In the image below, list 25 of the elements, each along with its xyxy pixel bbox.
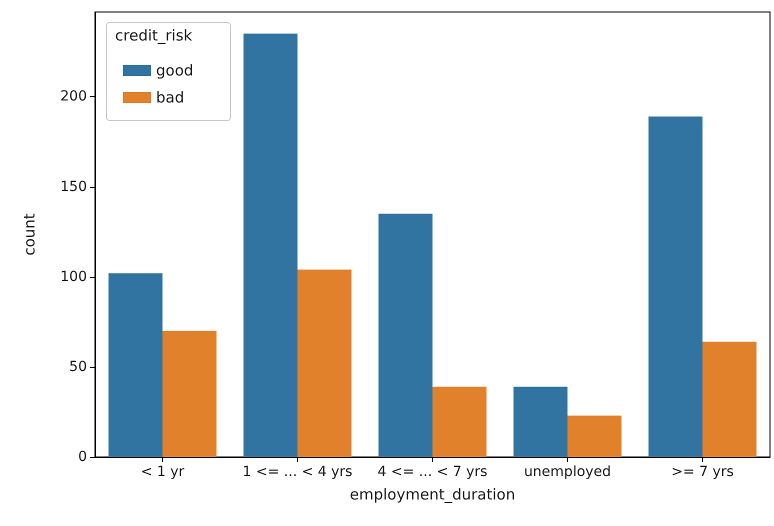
x-axis-title: employment_duration	[350, 486, 516, 504]
bar	[162, 330, 216, 457]
bar	[108, 273, 162, 457]
bar	[514, 386, 568, 457]
bar	[432, 386, 486, 457]
y-tick-label: 0	[78, 449, 87, 465]
x-tick-label: < 1 yr	[140, 464, 185, 480]
y-tick-label: 50	[69, 358, 87, 375]
y-tick-label: 200	[60, 88, 87, 105]
bar	[648, 116, 702, 457]
bar	[568, 416, 622, 457]
y-tick-label: 150	[60, 178, 87, 195]
bar	[702, 342, 756, 457]
legend-title: credit_risk	[115, 26, 193, 44]
bar	[378, 214, 432, 457]
legend-label: good	[156, 62, 194, 80]
legend-label: bad	[156, 88, 184, 106]
x-tick-label: >= 7 yrs	[671, 464, 734, 480]
y-axis-title: count	[20, 213, 38, 256]
bar	[244, 34, 298, 457]
x-tick-label: 4 <= ... < 7 yrs	[378, 464, 488, 480]
x-tick-label: unemployed	[524, 464, 612, 480]
x-tick-label: 1 <= ... < 4 yrs	[242, 464, 352, 480]
bar	[298, 270, 352, 457]
y-tick-label: 100	[60, 268, 87, 285]
